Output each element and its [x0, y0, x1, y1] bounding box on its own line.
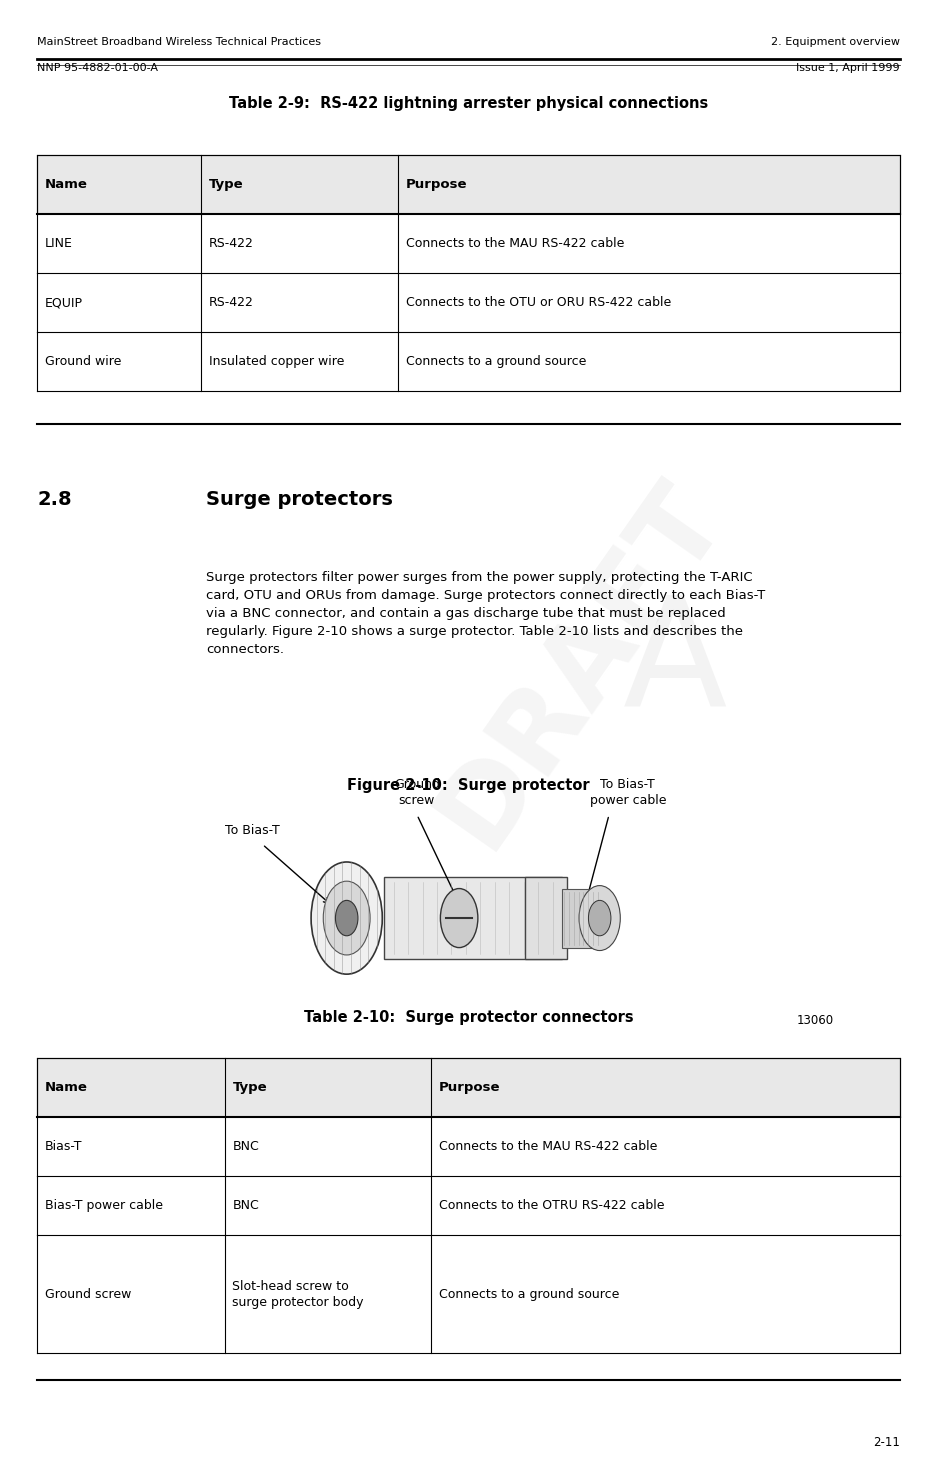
Circle shape	[578, 886, 620, 951]
Text: Connects to a ground source: Connects to a ground source	[438, 1289, 619, 1300]
Text: Connects to the OTRU RS-422 cable: Connects to the OTRU RS-422 cable	[438, 1200, 664, 1212]
Text: Connects to the OTU or ORU RS-422 cable: Connects to the OTU or ORU RS-422 cable	[405, 297, 670, 308]
Text: Slot-head screw to
surge protector body: Slot-head screw to surge protector body	[232, 1280, 363, 1309]
Text: Name: Name	[45, 1082, 88, 1094]
Text: Connects to the MAU RS-422 cable: Connects to the MAU RS-422 cable	[405, 238, 623, 249]
Text: Purpose: Purpose	[405, 179, 467, 190]
Text: Type: Type	[232, 1082, 267, 1094]
Text: To Bias-T: To Bias-T	[225, 824, 279, 837]
Text: Ground screw: Ground screw	[45, 1289, 131, 1300]
Text: To Bias-T
power cable: To Bias-T power cable	[589, 778, 665, 807]
Bar	[384, 878, 562, 959]
Text: RS-422: RS-422	[209, 238, 254, 249]
Text: A: A	[617, 184, 731, 347]
Text: NNP 95-4882-01-00-A: NNP 95-4882-01-00-A	[37, 63, 158, 74]
Circle shape	[440, 889, 477, 948]
Text: Table 2-9:  RS-422 lightning arrester physical connections: Table 2-9: RS-422 lightning arrester phy…	[228, 96, 708, 111]
Text: Surge protectors: Surge protectors	[206, 490, 392, 509]
Text: A: A	[622, 590, 726, 738]
Bar	[37, 273, 899, 332]
Text: Surge protectors filter power surges from the power supply, protecting the T-ARI: Surge protectors filter power surges fro…	[206, 571, 765, 657]
Bar	[562, 889, 599, 948]
Text: Ground wire: Ground wire	[45, 356, 122, 368]
Bar	[37, 332, 899, 391]
Text: LINE: LINE	[45, 238, 73, 249]
Circle shape	[311, 862, 382, 974]
Bar	[37, 1176, 899, 1235]
Text: 13060: 13060	[796, 1014, 833, 1027]
Bar	[37, 214, 899, 273]
Text: Connects to the MAU RS-422 cable: Connects to the MAU RS-422 cable	[438, 1141, 656, 1153]
Text: Ground
screw: Ground screw	[393, 778, 440, 807]
Text: Type: Type	[209, 179, 243, 190]
Text: Table 2-10:  Surge protector connectors: Table 2-10: Surge protector connectors	[303, 1010, 633, 1024]
Bar	[37, 1235, 899, 1353]
Text: BNC: BNC	[232, 1141, 259, 1153]
Text: BNC: BNC	[232, 1200, 259, 1212]
Text: Name: Name	[45, 179, 88, 190]
Text: 2. Equipment overview: 2. Equipment overview	[769, 37, 899, 47]
Bar	[37, 1058, 899, 1117]
Bar	[37, 155, 899, 214]
Text: RS-422: RS-422	[209, 297, 254, 308]
Text: Figure 2-10:  Surge protector: Figure 2-10: Surge protector	[347, 778, 589, 793]
Text: Issue 1, April 1999: Issue 1, April 1999	[795, 63, 899, 74]
Text: Insulated copper wire: Insulated copper wire	[209, 356, 344, 368]
Text: DRAFT: DRAFT	[417, 463, 743, 865]
Bar	[37, 1117, 899, 1176]
Text: 2-11: 2-11	[871, 1436, 899, 1449]
Text: Bias-T: Bias-T	[45, 1141, 82, 1153]
Text: EQUIP: EQUIP	[45, 297, 83, 308]
Bar	[524, 877, 566, 959]
Text: MainStreet Broadband Wireless Technical Practices: MainStreet Broadband Wireless Technical …	[37, 37, 321, 47]
Text: Purpose: Purpose	[438, 1082, 500, 1094]
Text: Connects to a ground source: Connects to a ground source	[405, 356, 586, 368]
Circle shape	[588, 900, 610, 936]
Circle shape	[335, 900, 358, 936]
Circle shape	[323, 881, 370, 955]
Text: 2.8: 2.8	[37, 490, 72, 509]
Text: Bias-T power cable: Bias-T power cable	[45, 1200, 163, 1212]
